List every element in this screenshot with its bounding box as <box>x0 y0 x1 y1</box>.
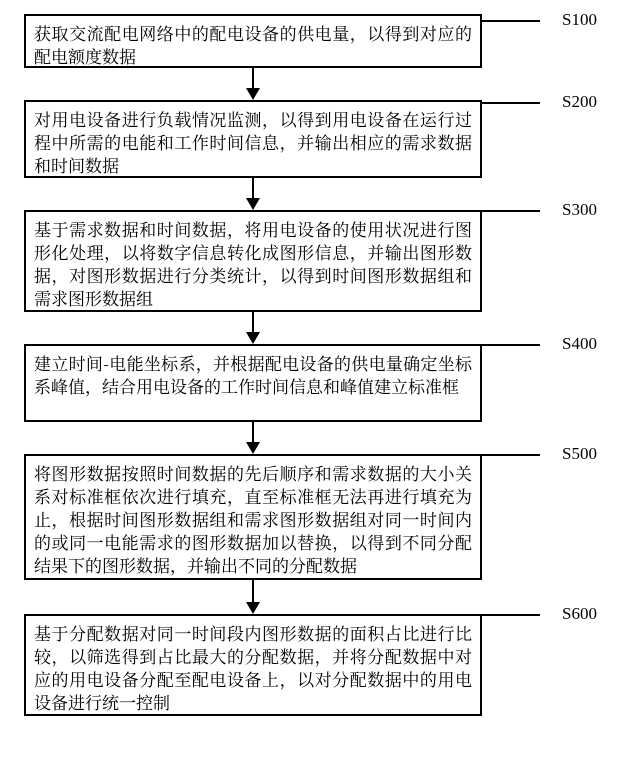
arrow-stem-s500 <box>252 580 254 602</box>
arrow-head-icon <box>246 88 260 100</box>
arrow-head-icon <box>246 198 260 210</box>
arrow-stem-s200 <box>252 178 254 198</box>
arrow-stem-s300 <box>252 312 254 332</box>
leader-line-s300 <box>482 210 540 212</box>
step-label-s400: S400 <box>562 334 597 354</box>
step-label-s500: S500 <box>562 444 597 464</box>
arrow-head-icon <box>246 602 260 614</box>
step-label-s200: S200 <box>562 92 597 112</box>
arrow-stem-s100 <box>252 68 254 88</box>
step-text: 建立时间-电能坐标系，并根据配电设备的供电量确定坐标系峰值，结合用电设备的工作时… <box>34 350 472 398</box>
step-box-s100: 获取交流配电网络中的配电设备的供电量，以得到对应的配电额度数据 <box>24 14 482 68</box>
leader-line-s200 <box>482 102 540 104</box>
arrow-head-icon <box>246 332 260 344</box>
step-box-s200: 对用电设备进行负载情况监测，以得到用电设备在运行过程中所需的电能和工作时间信息，… <box>24 100 482 178</box>
step-text: 对用电设备进行负载情况监测，以得到用电设备在运行过程中所需的电能和工作时间信息，… <box>34 106 472 177</box>
leader-line-s600 <box>482 614 540 616</box>
step-box-s600: 基于分配数据对同一时间段内图形数据的面积占比进行比较，以筛选得到占比最大的分配数… <box>24 614 482 716</box>
arrow-head-icon <box>246 442 260 454</box>
step-box-s300: 基于需求数据和时间数据，将用电设备的使用状况进行图形化处理，以将数字信息转化成图… <box>24 210 482 312</box>
step-label-s100: S100 <box>562 10 597 30</box>
leader-line-s400 <box>482 344 540 346</box>
step-text: 将图形数据按照时间数据的先后顺序和需求数据的大小关系对标准框依次进行填充，直至标… <box>34 460 472 577</box>
step-box-s500: 将图形数据按照时间数据的先后顺序和需求数据的大小关系对标准框依次进行填充，直至标… <box>24 454 482 580</box>
step-label-s300: S300 <box>562 200 597 220</box>
arrow-stem-s400 <box>252 422 254 442</box>
step-label-s600: S600 <box>562 604 597 624</box>
step-text: 获取交流配电网络中的配电设备的供电量，以得到对应的配电额度数据 <box>34 20 472 68</box>
step-text: 基于需求数据和时间数据，将用电设备的使用状况进行图形化处理，以将数字信息转化成图… <box>34 216 472 310</box>
leader-line-s100 <box>482 20 540 22</box>
leader-line-s500 <box>482 454 540 456</box>
step-text: 基于分配数据对同一时间段内图形数据的面积占比进行比较，以筛选得到占比最大的分配数… <box>34 620 472 714</box>
flowchart-canvas: 获取交流配电网络中的配电设备的供电量，以得到对应的配电额度数据 S100 对用电设备… <box>0 0 619 774</box>
step-box-s400: 建立时间-电能坐标系，并根据配电设备的供电量确定坐标系峰值，结合用电设备的工作时… <box>24 344 482 422</box>
